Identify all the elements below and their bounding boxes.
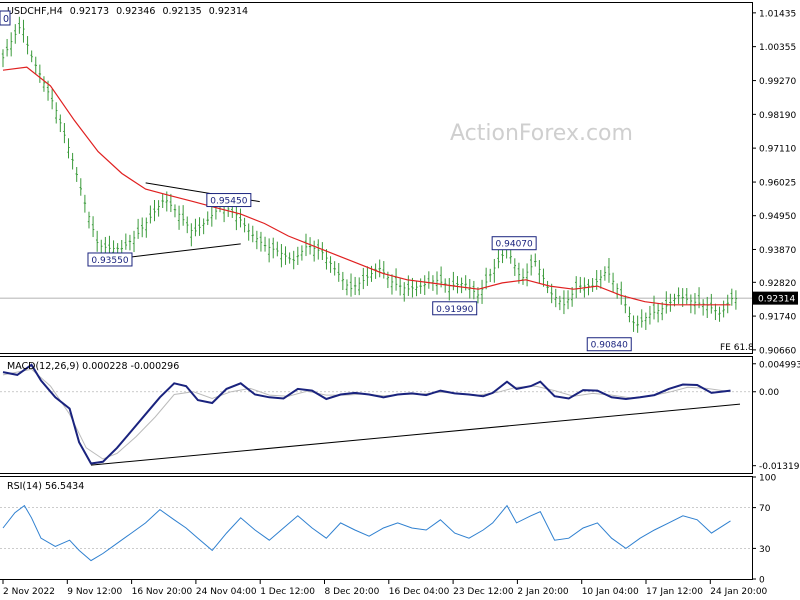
moving-average-series [2,66,731,306]
macd-signal-line [2,368,731,460]
rsi-y-tick-label: 70 [759,504,771,514]
x-tick-label: 16 Dec 04:00 [389,587,450,597]
rsi-y-tick-label: 100 [759,474,776,484]
moving-average-line [2,66,731,306]
macd-trendline-line [90,403,741,466]
macd-title: MACD(12,26,9) 0.000228 -0.000296 [7,361,179,372]
current-price-marker [753,291,798,305]
rsi-y-axis: 100 70 30 0 [0,474,776,586]
price-series [1,16,738,333]
price-y-tick-label: 0.92820 [759,279,796,289]
macd-trendline [90,403,741,466]
price-annotation-label: 0.90840 [591,341,628,351]
price-annotation-box [432,301,478,316]
fe-label: FE 61.8 [720,343,754,353]
macd-y-tick-label: -0.013193 [759,462,800,472]
price-annotations: 0.93550 0.95450 0.94070 0.91990 0.90840 [87,193,632,352]
price-annotation-label: 0.91990 [436,305,473,315]
current-price-line: 0.92314 [0,291,798,305]
x-tick-label: 24 Nov 04:00 [196,587,257,597]
price-y-tick-label: 1.01435 [759,9,796,19]
price-annotation-label: 0.94070 [496,240,533,250]
price-annotation-box [206,193,252,208]
price-y-tick-label: 0.93870 [759,246,796,256]
rsi-panel: 100 70 30 0 RSI(14) 56.5434 [0,474,776,586]
annotation-box-partial [0,10,11,26]
x-tick-label: 16 Nov 20:00 [132,587,193,597]
price-annotation-box [87,252,133,267]
rsi-series [2,504,731,562]
price-annotation-label: 0.95450 [210,197,247,207]
price-panel: ActionForex.com 1.01435 1.00355 0.99270 0.9… [0,2,798,356]
x-tick-label: 23 Dec 12:00 [453,587,514,597]
time-x-axis: 2 Nov 2022 9 Nov 12:00 16 Nov 20:00 24 Nov … [2,580,768,597]
x-tick-label: 1 Dec 12:00 [260,587,315,597]
rsi-y-tick-label: 0 [759,576,765,586]
macd-line [2,363,731,465]
rsi-title: RSI(14) 56.5434 [7,481,84,492]
price-y-tick-label: 0.96025 [759,179,796,189]
rsi-y-tick-label: 30 [759,545,771,555]
macd-y-tick-label: 0.004993 [759,360,800,370]
price-y-tick-label: 0.98190 [759,111,796,121]
x-tick-label: 17 Jan 12:00 [646,587,703,597]
price-y-tick-label: 0.97110 [759,145,796,155]
price-annotation-label: 0.93550 [91,256,128,266]
x-tick-label: 2 Jan 20:00 [517,587,569,597]
price-annotation-box [491,236,537,251]
x-tick-label: 10 Jan 04:00 [582,587,639,597]
macd-panel: 0.004993 0.00 -0.013193 MACD(12,26,9) 0.00… [0,356,800,474]
macd-y-tick-label: 0.00 [759,388,779,398]
price-y-tick-label: 0.91740 [759,313,796,323]
price-header: USDCHF,H4 0.92173 0.92346 0.92135 0.9231… [7,6,248,17]
x-tick-label: 8 Dec 20:00 [325,587,380,597]
x-tick-label: 24 Jan 20:00 [710,587,767,597]
rsi-line [2,504,731,562]
macd-series [2,363,731,465]
price-y-tick-label: 0.99270 [759,77,796,87]
price-y-axis: 1.01435 1.00355 0.99270 0.98190 0.97110 0.960… [752,9,796,356]
price-annotation-box [586,337,632,352]
watermark: ActionForex.com [450,121,633,146]
current-price-label: 0.92314 [758,295,795,305]
annotation-partial-label: 0 [3,14,9,25]
price-y-tick-label: 0.90660 [759,346,796,356]
x-tick-label: 9 Nov 12:00 [67,587,122,597]
price-y-tick-label: 1.00355 [759,43,796,53]
x-tick-label: 2 Nov 2022 [3,587,55,597]
macd-y-axis: 0.004993 0.00 -0.013193 [0,360,800,472]
price-y-tick-label: 0.94950 [759,212,796,222]
